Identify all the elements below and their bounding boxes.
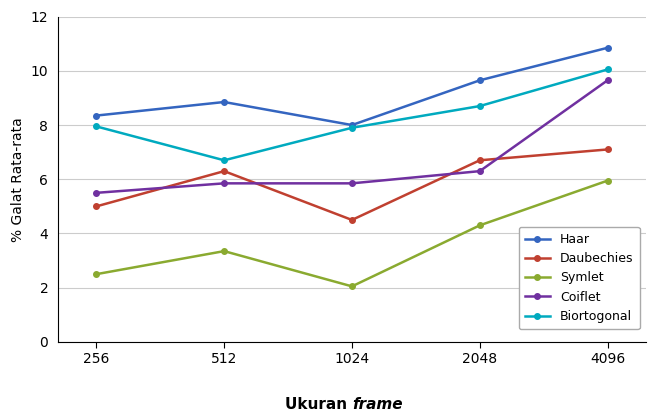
Line: Haar: Haar (93, 45, 610, 128)
Coiflet (476, 168, 484, 173)
Line: Symlet: Symlet (93, 178, 610, 289)
Line: Daubechies: Daubechies (93, 147, 610, 223)
Daubechies (604, 147, 612, 152)
Coiflet (348, 181, 356, 186)
Coiflet (220, 181, 228, 186)
Biortogonal (476, 103, 484, 108)
Biortogonal (93, 124, 101, 129)
Daubechies (348, 217, 356, 222)
Legend: Haar, Daubechies, Symlet, Coiflet, Biortogonal: Haar, Daubechies, Symlet, Coiflet, Biort… (518, 227, 640, 329)
Haar (348, 123, 356, 128)
Coiflet (604, 78, 612, 83)
Haar (220, 100, 228, 105)
Line: Biortogonal: Biortogonal (93, 67, 610, 163)
Text: Ukuran: Ukuran (284, 397, 352, 412)
Haar (93, 113, 101, 118)
Symlet (220, 249, 228, 254)
Daubechies (476, 158, 484, 163)
Biortogonal (348, 125, 356, 130)
Symlet (93, 271, 101, 276)
Symlet (348, 284, 356, 289)
Symlet (476, 223, 484, 228)
Daubechies (220, 168, 228, 173)
Biortogonal (604, 67, 612, 72)
Text: frame: frame (352, 397, 403, 412)
Haar (604, 45, 612, 50)
Symlet (604, 178, 612, 183)
Line: Coiflet: Coiflet (93, 78, 610, 196)
Daubechies (93, 204, 101, 209)
Haar (476, 78, 484, 83)
Y-axis label: % Galat Rata-rata: % Galat Rata-rata (11, 117, 25, 241)
Biortogonal (220, 158, 228, 163)
Coiflet (93, 190, 101, 195)
